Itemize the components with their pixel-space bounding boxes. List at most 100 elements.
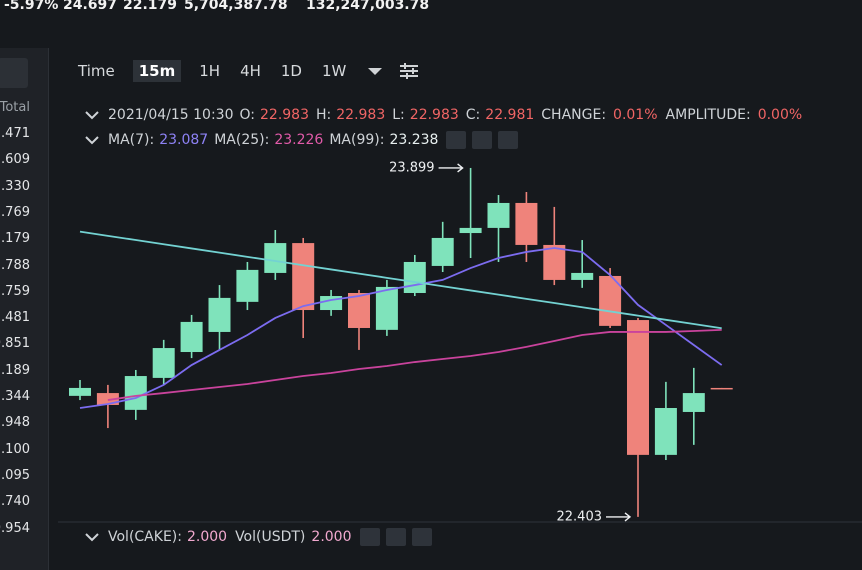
candle-body — [599, 275, 622, 326]
toolbar-item[interactable]: 4H — [240, 62, 261, 80]
candle-body — [710, 387, 733, 390]
ma-label: MA(99): — [329, 132, 385, 148]
ticker-change: -5.97% — [4, 0, 59, 13]
extreme-arrow — [606, 512, 632, 522]
info-label: C: — [465, 107, 481, 123]
extreme-label: 23.899 — [389, 160, 435, 175]
info-value: 22.983 — [409, 107, 459, 123]
candle-body — [571, 272, 594, 280]
sidebar-value: 1.100 — [0, 441, 30, 457]
sidebar-value: 3.740 — [0, 494, 30, 510]
sidebar-value: 2.769 — [0, 204, 30, 220]
candle-body — [348, 292, 370, 328]
sidebar-value: 2.948 — [0, 415, 30, 431]
candle-body — [459, 227, 482, 234]
collapse-icon[interactable] — [84, 531, 100, 543]
candle-body — [487, 202, 510, 228]
volume-value: 2.000 — [186, 529, 228, 545]
candle-body — [375, 286, 398, 330]
ticker-low: 22.179 — [123, 0, 178, 13]
ma-line — [79, 247, 723, 409]
sidebar-value: 3.788 — [0, 257, 30, 273]
extreme-arrow — [438, 163, 464, 173]
sidebar-value: 3.759 — [0, 283, 30, 299]
sidebar-value: 0.851 — [0, 336, 30, 352]
candle-body — [69, 387, 91, 396]
volume-value: 2.000 — [311, 529, 352, 545]
candle-body — [180, 321, 203, 353]
sidebar-value: 5.330 — [0, 178, 30, 194]
eye-icon[interactable] — [446, 131, 467, 149]
sidebar-value: 5.481 — [0, 310, 30, 326]
candle-body — [543, 244, 566, 280]
info-label: L: — [392, 107, 405, 123]
candle-body — [292, 243, 315, 311]
ticker-turnover: 132,247,003.78 — [306, 0, 430, 13]
info-value: 0.00% — [757, 107, 803, 123]
collapse-icon[interactable] — [84, 109, 100, 121]
candle-body — [627, 320, 649, 455]
info-label: O: — [239, 107, 256, 123]
settings-icon[interactable] — [385, 528, 406, 546]
info-label: H: — [316, 107, 332, 123]
sidebar: Total 1.471 2.609 5.330 2.769 3.179 3.788 3.75… — [0, 48, 49, 570]
sidebar-value: 3.179 — [0, 231, 30, 247]
toolbar-item[interactable]: Time — [78, 62, 115, 80]
ticker-volume: 5,704,387.78 — [184, 0, 288, 13]
info-label: AMPLITUDE: — [665, 107, 751, 123]
candle-body — [431, 237, 454, 266]
volume-label: Vol(USDT) — [235, 529, 306, 545]
candle-body — [654, 407, 677, 455]
ma-line — [79, 230, 722, 330]
sidebar-value: 5.095 — [0, 467, 30, 483]
candle-body — [403, 261, 426, 293]
volume-label: Vol(CAKE): — [108, 529, 182, 545]
toolbar-item[interactable]: 1D — [280, 62, 302, 80]
toolbar-icons[interactable] — [366, 61, 426, 81]
ma-value: 23.087 — [159, 132, 209, 148]
ticker-high: 24.697 — [63, 0, 118, 13]
sidebar-value: 7.189 — [0, 362, 30, 378]
info-label: CHANGE: — [541, 107, 607, 123]
info-value: 0.01% — [613, 107, 658, 123]
volume-legend: Vol(CAKE): 2.000 Vol(USDT) 2.000 — [84, 526, 438, 548]
candle-body — [682, 393, 705, 412]
ma-value: 23.226 — [274, 132, 324, 148]
ma-value: 23.238 — [389, 132, 439, 148]
candle-body — [264, 243, 287, 273]
toolbar-item-active[interactable]: 15m — [132, 60, 182, 82]
close-icon[interactable] — [498, 131, 519, 149]
eye-icon[interactable] — [359, 528, 380, 546]
settings-icon[interactable] — [400, 63, 419, 79]
toolbar: Time 15m 1H 4H 1D 1W — [78, 60, 426, 82]
ohlc-info: 2021/04/15 10:30 O: 22.983 H: 22.983 L: … — [84, 105, 802, 125]
sidebar-value: 2.609 — [0, 152, 30, 168]
candle-body — [236, 269, 259, 302]
info-value: 22.983 — [260, 107, 309, 123]
info-value: 22.983 — [336, 107, 386, 123]
candle-body — [208, 297, 231, 332]
candle-body — [96, 393, 119, 405]
collapse-icon[interactable] — [84, 134, 100, 146]
candle-body — [124, 376, 147, 410]
sidebar-value: 3.344 — [0, 389, 30, 404]
info-value: 22.981 — [485, 107, 535, 123]
sidebar-value: 1.471 — [0, 126, 30, 141]
ma-legend: MA(7): 23.087 MA(25): 23.226 MA(99): 23.… — [84, 129, 524, 151]
toolbar-item[interactable]: 1H — [199, 62, 221, 80]
sidebar-header: Total — [0, 100, 30, 115]
candle-body — [152, 348, 175, 378]
toolbar-item[interactable]: 1W — [321, 62, 347, 80]
dropdown-icon[interactable] — [368, 68, 383, 75]
close-icon[interactable] — [411, 528, 432, 546]
extreme-label: 22.403 — [557, 509, 603, 524]
ma-label: MA(25): — [214, 132, 270, 148]
settings-icon[interactable] — [472, 131, 493, 149]
info-datetime: 2021/04/15 10:30 — [108, 107, 234, 123]
candle-body — [515, 202, 538, 245]
ma-label: MA(7): — [108, 132, 155, 148]
sidebar-icon[interactable] — [0, 58, 28, 88]
ma-line — [107, 328, 722, 401]
